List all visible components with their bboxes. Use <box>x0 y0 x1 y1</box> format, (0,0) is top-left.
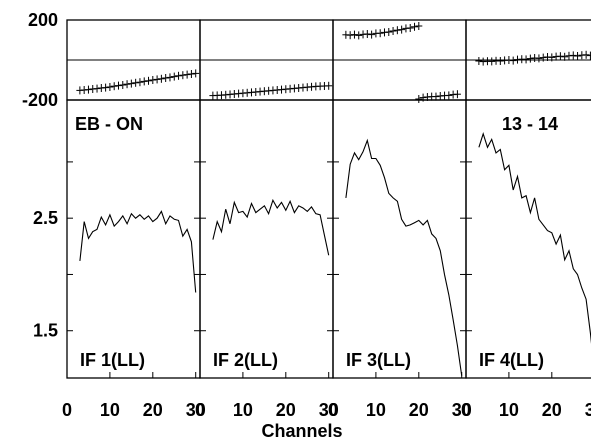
amplitude-series-line <box>79 210 197 293</box>
amplitude-panel-frame <box>66 99 201 379</box>
x-tick-label: 10 <box>233 400 253 420</box>
data-traces <box>76 22 591 376</box>
panel-label: IF 4(LL) <box>479 350 544 370</box>
x-tick-label: 20 <box>409 400 429 420</box>
text-labels: IF 1(LL) 0 10 20 30 IF 2(LL) 0 10 20 30 IF 3(LL) 0 1… <box>22 10 591 441</box>
amplitude-panel-frame <box>332 99 467 379</box>
x-tick-label: 20 <box>276 400 296 420</box>
y-tick-label: 200 <box>28 10 58 30</box>
x-tick-label: 0 <box>62 400 72 420</box>
x-tick-label: 0 <box>328 400 338 420</box>
x-tick-label: 10 <box>100 400 120 420</box>
x-tick-label: 0 <box>461 400 471 420</box>
x-tick-label: 10 <box>499 400 519 420</box>
amplitude-series-line <box>478 131 591 344</box>
x-tick-label: 20 <box>542 400 562 420</box>
x-tick-label: 0 <box>195 400 205 420</box>
x-axis-title: Channels <box>261 421 342 441</box>
amplitude-series-line <box>345 138 463 376</box>
source-label: EB - ON <box>75 114 143 134</box>
amplitude-panel-frame <box>199 99 334 379</box>
baseline-label: 13 - 14 <box>502 114 558 134</box>
panel-label: IF 2(LL) <box>213 350 278 370</box>
panel-label: IF 1(LL) <box>80 350 145 370</box>
x-tick-label: 30 <box>186 400 206 420</box>
x-tick-label: 30 <box>319 400 339 420</box>
x-tick-label: 30 <box>452 400 472 420</box>
panel-label: IF 3(LL) <box>346 350 411 370</box>
panel-frames <box>66 19 591 379</box>
amplitude-series-line <box>212 198 330 256</box>
y-tick-label: 2.5 <box>33 208 58 228</box>
y-tick-label: -200 <box>22 90 58 110</box>
y-tick-label: 1.5 <box>33 321 58 341</box>
x-tick-label: 20 <box>143 400 163 420</box>
amplitude-panel-frame <box>465 99 591 379</box>
x-tick-label: 30 <box>585 400 591 420</box>
x-tick-label: 10 <box>366 400 386 420</box>
